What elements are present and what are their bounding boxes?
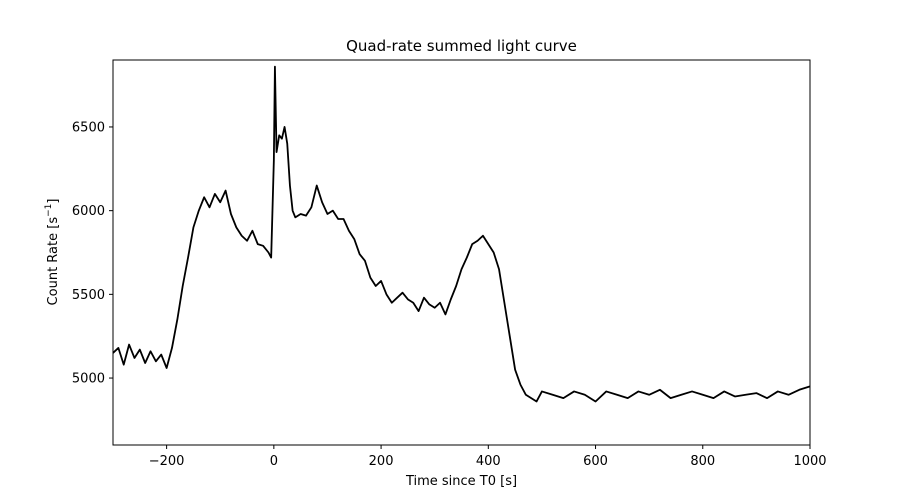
x-tick-label: 600: [583, 454, 608, 469]
x-tick-label: 400: [476, 454, 501, 469]
axes-frame: [112, 59, 811, 446]
x-tick-label: 1000: [793, 454, 826, 469]
x-tick-label: 200: [369, 454, 394, 469]
y-tick-label: 5000: [72, 372, 105, 387]
x-axis-label: Time since T0 [s]: [405, 474, 517, 489]
light-curve-series-line: [112, 65, 811, 403]
y-axis-label-main: Count Rate [s: [46, 217, 61, 306]
y-axis: 5000 5500 6000 6500: [72, 120, 113, 387]
y-tick-label: 6500: [72, 120, 105, 135]
x-tick-label: 800: [690, 454, 715, 469]
y-axis-label-close: ]: [46, 199, 61, 204]
x-tick-label: −200: [149, 454, 185, 469]
y-tick-label: 6000: [72, 204, 105, 219]
x-tick-label: 0: [270, 454, 278, 469]
plot-area: [112, 65, 811, 403]
y-axis-label: Count Rate [s−1]: [44, 199, 61, 306]
y-axis-label-superscript: −1: [44, 204, 54, 217]
x-axis: −200 0 200 400 600 800 1000: [149, 445, 827, 469]
chart-title: Quad-rate summed light curve: [346, 37, 577, 55]
y-tick-label: 5500: [72, 288, 105, 303]
